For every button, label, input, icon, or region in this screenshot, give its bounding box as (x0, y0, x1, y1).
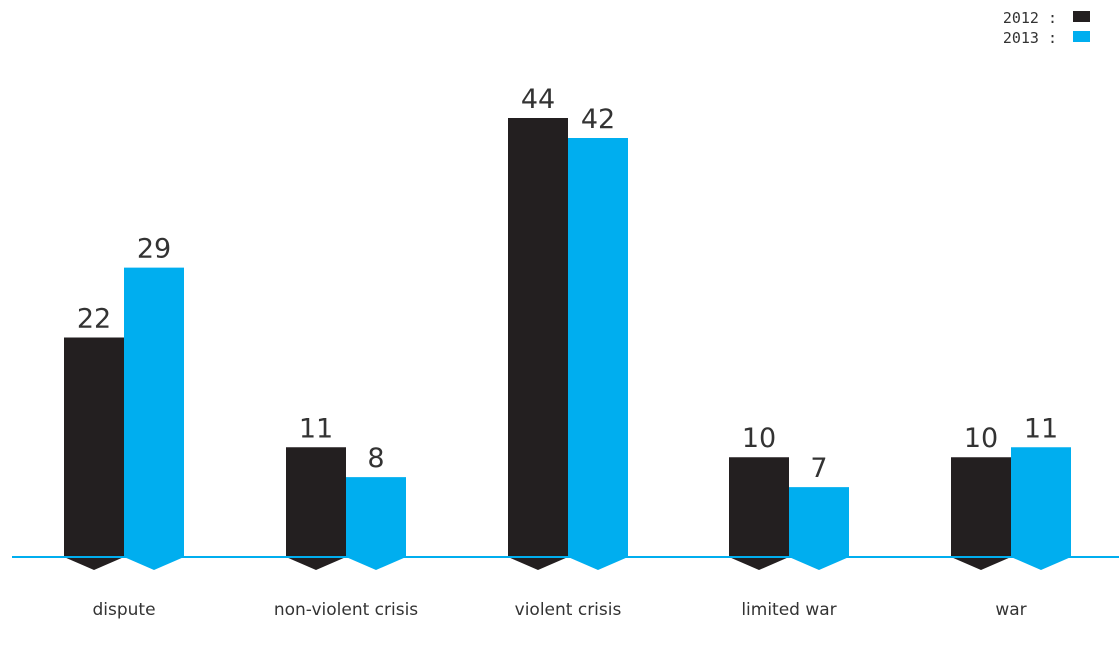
bar-non-violent-crisis-2012 (286, 447, 346, 570)
legend-swatch-2012 (1073, 11, 1090, 22)
value-label-war-2012: 10 (964, 423, 998, 454)
category-label-non-violent-crisis: non-violent crisis (274, 600, 418, 620)
bar-non-violent-crisis-2013 (346, 477, 406, 570)
value-label-violent-crisis-2013: 42 (581, 104, 615, 135)
legend-label-2013: 2013 : (1003, 29, 1057, 47)
value-label-non-violent-crisis-2013: 8 (367, 443, 384, 474)
category-label-war: war (995, 600, 1026, 620)
bar-dispute-2012 (64, 337, 124, 570)
bar-limited-war-2013 (789, 487, 849, 570)
category-labels: dispute non-violent crisis violent crisis l… (92, 600, 1026, 620)
bar-violent-crisis-2013 (568, 137, 628, 571)
category-label-violent-crisis: violent crisis (515, 600, 622, 620)
legend: 2012 : 2013 : (1003, 9, 1090, 47)
value-label-limited-war-2012: 10 (742, 423, 776, 454)
category-label-dispute: dispute (92, 600, 155, 620)
value-label-violent-crisis-2012: 44 (521, 84, 555, 115)
bar-dispute-2013 (124, 267, 184, 570)
bar-violent-crisis-2012 (508, 118, 568, 570)
value-label-war-2013: 11 (1024, 413, 1058, 444)
chart-marks: 22 29 11 8 44 42 10 7 10 11 (64, 84, 1071, 571)
value-label-limited-war-2013: 7 (810, 453, 827, 484)
legend-swatch-2013 (1073, 31, 1090, 42)
value-label-non-violent-crisis-2012: 11 (299, 413, 333, 444)
value-label-dispute-2013: 29 (137, 234, 171, 265)
category-label-limited-war: limited war (741, 600, 836, 620)
bar-war-2012 (951, 457, 1011, 570)
value-label-dispute-2012: 22 (77, 304, 111, 335)
bar-limited-war-2012 (729, 457, 789, 570)
legend-label-2012: 2012 : (1003, 9, 1057, 27)
bar-war-2013 (1011, 447, 1071, 570)
